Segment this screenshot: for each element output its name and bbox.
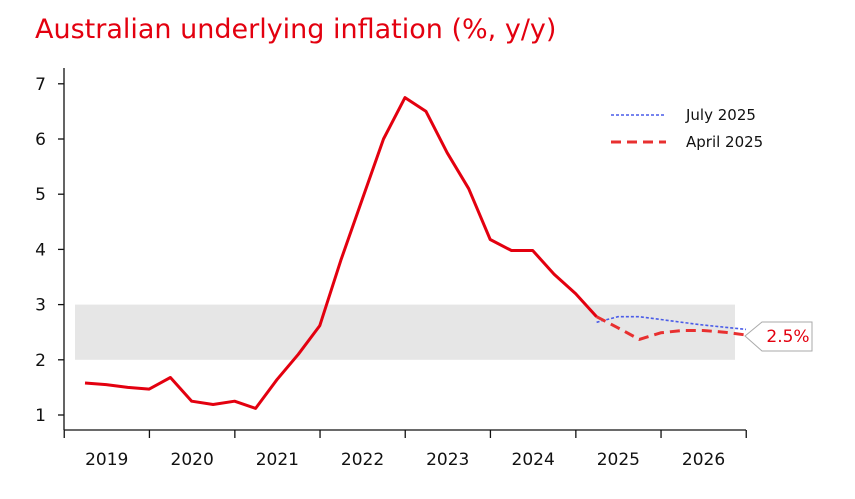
x-tick-label: 2025: [597, 450, 640, 470]
series-line-actual: [84, 96, 598, 410]
series-line-april-2025: [595, 315, 747, 341]
y-tick-label: 2: [35, 351, 46, 371]
y-tick-label: 6: [35, 130, 46, 150]
y-tick-label: 3: [35, 296, 46, 316]
x-tick-label: 2019: [85, 450, 128, 470]
x-tick-label: 2023: [426, 450, 469, 470]
legend-label: April 2025: [686, 133, 763, 151]
y-tick-label: 5: [35, 185, 46, 205]
chart-title: Australian underlying inflation (%, y/y): [35, 14, 557, 45]
target-band: [75, 304, 735, 360]
x-tick-label: 2024: [512, 450, 555, 470]
y-tick-label: 4: [35, 240, 46, 260]
y-tick-label: 1: [35, 406, 46, 426]
target-label: 2.5%: [766, 327, 809, 347]
x-tick-label: 2022: [341, 450, 384, 470]
x-tick-label: 2026: [682, 450, 725, 470]
series-line-july-2025: [596, 315, 747, 331]
x-tick-label: 2021: [256, 450, 299, 470]
target-callout: [744, 321, 813, 352]
y-tick-label: 7: [35, 75, 46, 95]
legend-label: July 2025: [685, 106, 756, 124]
x-tick-label: 2020: [171, 450, 214, 470]
